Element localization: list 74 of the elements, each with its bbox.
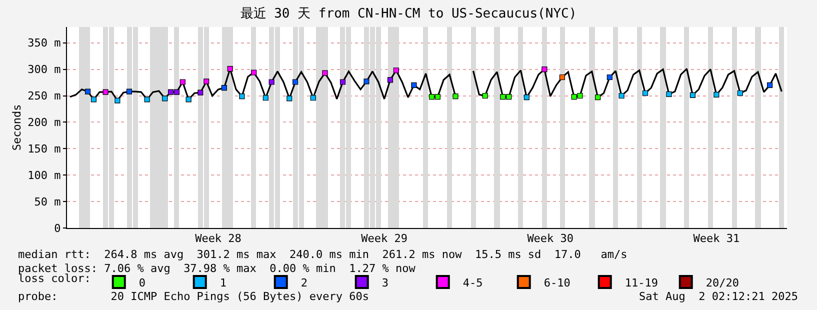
point [428,94,435,100]
y-tick-label: 0 [54,222,61,235]
point [542,66,548,72]
point [168,89,174,95]
point [114,98,120,104]
y-tick-label: 250 m [28,90,62,103]
legend-label: 0 [138,276,146,290]
y-tick-label: 200 m [28,116,62,130]
point [506,94,512,100]
point [393,68,399,74]
y-tick-label: 350 m [28,36,62,50]
point [268,79,274,85]
x-tick-label: Week 28 [195,232,242,246]
point [452,93,458,100]
legend-label: 2 [300,276,308,290]
legend-label: 4-5 [462,276,483,290]
point [340,79,346,85]
point [162,96,168,102]
point [310,95,316,101]
legend-label: 20/20 [706,276,739,290]
text: median rtt: 264.8 ms avg 301.2 ms max 240.0 ms min 261.2 ms now 15.5 ms sd 17.0 am/s [18,248,628,261]
point [322,70,328,76]
point [180,79,186,85]
point [90,96,96,102]
y-axis-title: Seconds [10,104,24,151]
text: Sat Aug 2 02:12:21 2025 [639,290,798,303]
point [186,96,192,102]
y-tick-label: 50 m [34,195,62,208]
legend-label: 1 [220,276,226,290]
point [239,93,245,100]
point [737,90,743,96]
point [221,85,227,91]
point [524,94,530,100]
x-tick-label: Week 31 [693,232,740,246]
point [174,89,180,95]
point [364,78,370,84]
point [606,74,612,80]
point [198,90,204,96]
y-tick-label: 300 m [28,63,62,76]
point [690,92,696,98]
y-tick-label: 150 m [28,142,62,156]
point [642,90,648,96]
legend-label: 3 [382,276,388,290]
point [411,82,417,88]
text: probe: 20 ICMP Echo Pings (56 Bytes) every 60s [18,290,369,303]
point [292,79,298,85]
point [144,96,150,102]
point [387,77,394,83]
point [577,92,583,99]
text: packet loss: 7.06 % avg 37.98 % max 0.00 % min 1.27 % now [18,262,416,275]
point [500,94,506,100]
x-tick-label: Week 30 [527,232,574,246]
point [714,92,720,98]
point [204,78,210,84]
point [482,92,488,99]
point [767,82,773,88]
point [286,96,292,102]
y-tick-label: 100 m [28,168,62,182]
point [434,94,440,100]
point [595,94,601,100]
point [559,74,566,80]
point [126,88,132,94]
point [251,70,257,76]
chart-title: 最近 30 天 from CN-HN-CM to US-Secaucus(NYC) [240,6,577,22]
legend-label: 11-19 [624,276,658,290]
point [666,91,672,97]
point [227,66,233,72]
point [262,95,268,101]
point [102,89,108,95]
x-tick-label: Week 29 [361,232,408,246]
point [618,92,624,99]
legend-label: 6-10 [544,276,570,290]
point [571,94,577,100]
point [84,88,91,94]
